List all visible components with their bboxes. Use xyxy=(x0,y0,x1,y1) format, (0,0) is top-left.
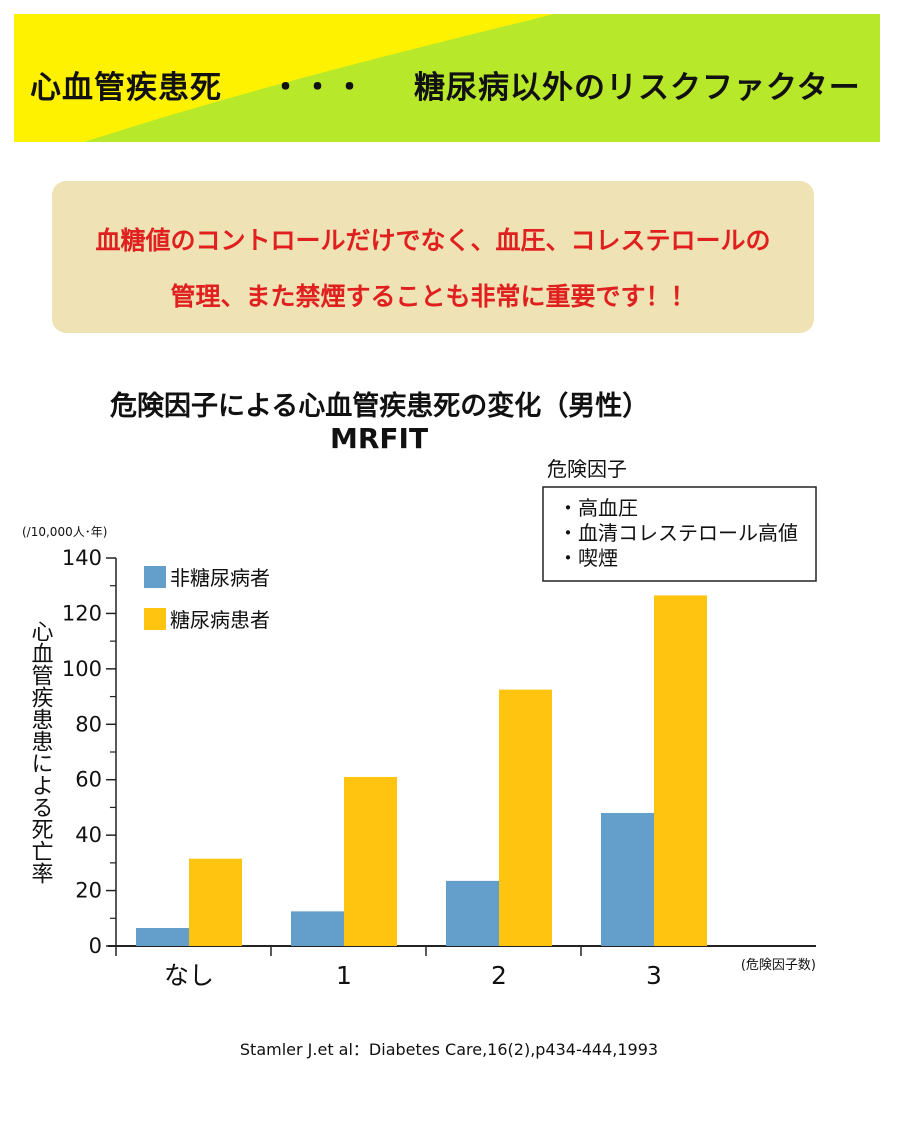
y-tick-label-20: 20 xyxy=(75,879,102,903)
x-tick-label-3: 3 xyxy=(646,961,662,990)
y-axis-label: 心血管疾患患による死亡率 xyxy=(28,620,54,884)
y-tick-label-120: 120 xyxy=(62,601,102,625)
legend-swatch-0 xyxy=(144,566,166,588)
risk-box-item-2: ・喫煙 xyxy=(558,546,618,570)
x-tick-label-1: 1 xyxy=(336,961,352,990)
message-line-2: 管理、また禁煙することも非常に重要です！！ xyxy=(170,282,696,311)
bar-non-diabetic-0 xyxy=(136,927,189,946)
y-tick-label-100: 100 xyxy=(62,657,102,681)
message-line-1: 血糖値のコントロールだけでなく、血圧、コレステロールの xyxy=(95,226,771,255)
banner-title-subtitle: 糖尿病以外のリスクファクター xyxy=(414,70,861,106)
legend-label-0: 非糖尿病者 xyxy=(170,566,270,590)
legend-swatch-1 xyxy=(144,608,166,630)
legend-label-1: 糖尿病患者 xyxy=(170,608,270,632)
bar-non-diabetic-2 xyxy=(446,880,499,946)
risk-box-heading: 危険因子 xyxy=(547,457,627,481)
chart-subtitle: MRFIT xyxy=(330,422,429,455)
y-tick-label-40: 40 xyxy=(75,823,102,847)
header-banner: 心血管疾患死 ・・・ 糖尿病以外のリスクファクター xyxy=(14,14,880,142)
banner-background xyxy=(14,14,880,142)
bar-non-diabetic-3 xyxy=(601,812,654,946)
bar-diabetic-2 xyxy=(499,689,552,946)
risk-box-item-1: ・血清コレステロール高値 xyxy=(558,521,798,545)
banner-title-dots: ・・・ xyxy=(270,70,366,106)
banner-title-main: 心血管疾患死 xyxy=(30,70,222,106)
banner-title: 心血管疾患死 ・・・ 糖尿病以外のリスクファクター xyxy=(30,62,861,107)
y-tick-label-140: 140 xyxy=(62,546,102,570)
y-unit-label: (/10,000人･年) xyxy=(22,525,107,539)
x-tick-label-2: 2 xyxy=(491,961,507,990)
risk-box-frame xyxy=(542,486,817,582)
bar-diabetic-3 xyxy=(654,595,707,946)
chart-title: 危険因子による心血管疾患死の変化（男性） xyxy=(110,391,650,422)
x-tick-label-0: なし xyxy=(164,961,214,990)
bar-diabetic-0 xyxy=(189,858,242,946)
message-box: 血糖値のコントロールだけでなく、血圧、コレステロールの 管理、また禁煙することも… xyxy=(52,181,814,333)
citation: Stamler J.et al：Diabetes Care,16(2),p434… xyxy=(239,1040,659,1059)
y-tick-label-80: 80 xyxy=(75,712,102,736)
y-tick-label-0: 0 xyxy=(89,934,102,958)
risk-box-item-0: ・高血圧 xyxy=(558,496,638,520)
bar-diabetic-1 xyxy=(344,776,397,946)
x-unit-label: (危険因子数) xyxy=(741,958,816,973)
bar-non-diabetic-1 xyxy=(291,911,344,946)
y-tick-label-60: 60 xyxy=(75,768,102,792)
